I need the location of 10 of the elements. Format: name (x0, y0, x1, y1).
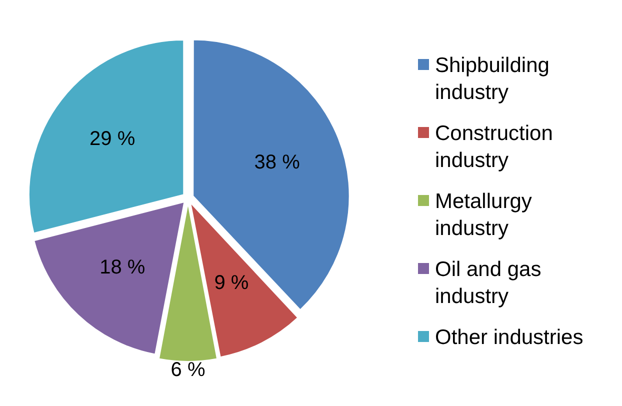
legend-label: Shipbuilding industry (435, 52, 550, 106)
data-label: 29 % (90, 128, 136, 150)
data-label: 18 % (100, 256, 146, 278)
legend-label: Metallurgy industry (435, 188, 533, 242)
data-label: 38 % (254, 151, 300, 174)
legend-label: Oil and gas industry (435, 256, 542, 310)
legend-label: Other industries (435, 324, 584, 350)
data-label: 6 % (170, 359, 206, 382)
legend-label: Construction industry (435, 120, 554, 174)
data-label: 9 % (214, 272, 249, 294)
